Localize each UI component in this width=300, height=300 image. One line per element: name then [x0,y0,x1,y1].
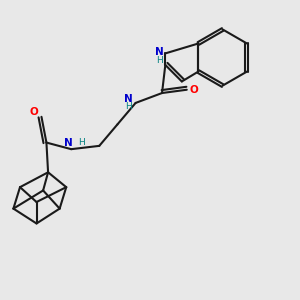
Text: H: H [78,138,85,147]
Text: O: O [30,107,39,117]
Text: N: N [155,47,164,57]
Text: N: N [124,94,133,104]
Text: H: H [156,56,163,65]
Text: O: O [190,85,198,95]
Text: H: H [125,102,132,111]
Text: N: N [64,138,72,148]
